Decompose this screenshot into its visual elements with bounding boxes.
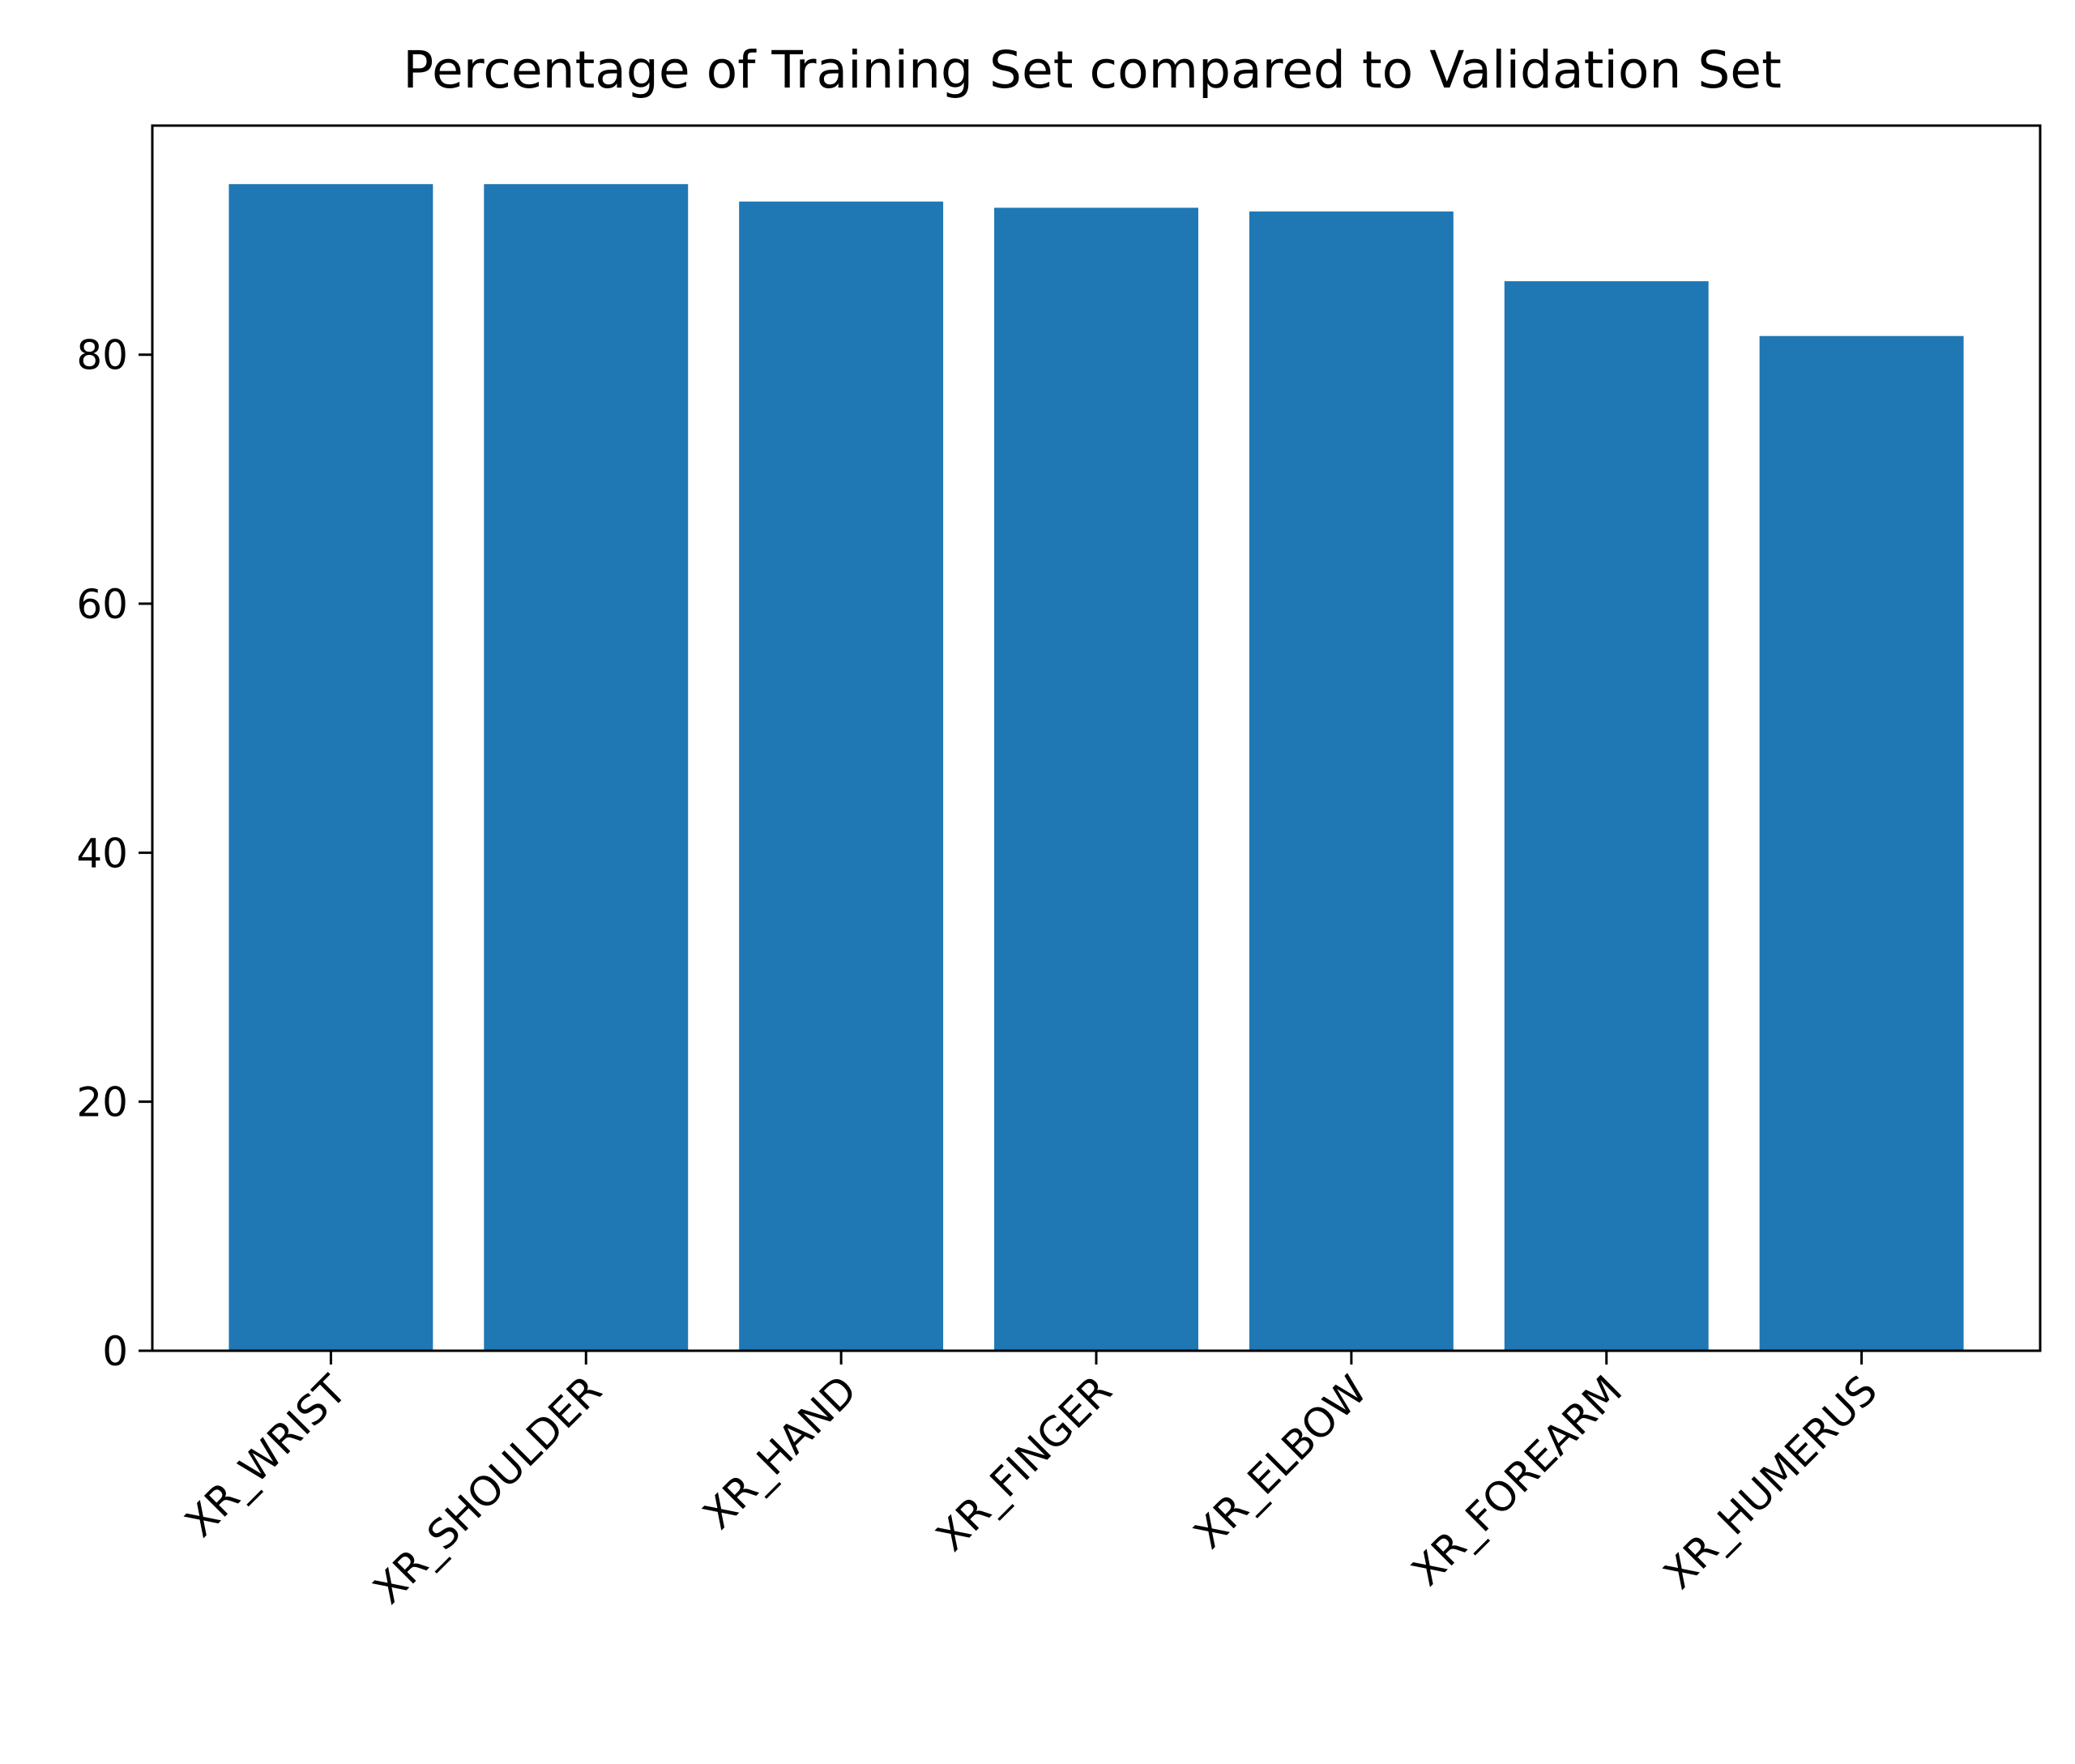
x-tick-label: XR_FINGER: [927, 1366, 1121, 1560]
x-tick-label: XR_ELBOW: [1185, 1366, 1376, 1557]
y-tick-label: 80: [76, 332, 128, 379]
bar-xr-shoulder: [484, 184, 689, 1352]
bar-xr-hand: [739, 201, 944, 1352]
y-tick-label: 20: [76, 1079, 128, 1126]
bars-group: [228, 184, 1964, 1352]
y-axis: 0 20 40 60 80: [76, 332, 152, 1375]
bar-xr-forearm: [1504, 281, 1709, 1351]
plot-frame: [151, 124, 2042, 1352]
y-tick-label: 40: [76, 830, 128, 877]
y-tick-label: 0: [102, 1328, 128, 1375]
x-tick-label: XR_HUMERUS: [1654, 1366, 1886, 1598]
x-tick-label: XR_SHOULDER: [365, 1366, 611, 1612]
x-tick-label: XR_WRIST: [176, 1366, 356, 1546]
x-tick-label: XR_FOREARM: [1403, 1366, 1631, 1595]
bar-xr-elbow: [1249, 211, 1454, 1351]
x-tick-label: XR_HAND: [694, 1366, 866, 1538]
chart-title: Percentage of Training Set compared to V…: [403, 41, 1782, 100]
bar-xr-humerus: [1759, 335, 1964, 1352]
bar-xr-finger: [994, 207, 1198, 1351]
x-axis: XR_WRIST XR_SHOULDER XR_HAND XR_FINGER XR_EL…: [176, 1351, 1886, 1613]
bar-xr-wrist: [228, 184, 433, 1352]
y-tick-label: 60: [76, 581, 128, 628]
